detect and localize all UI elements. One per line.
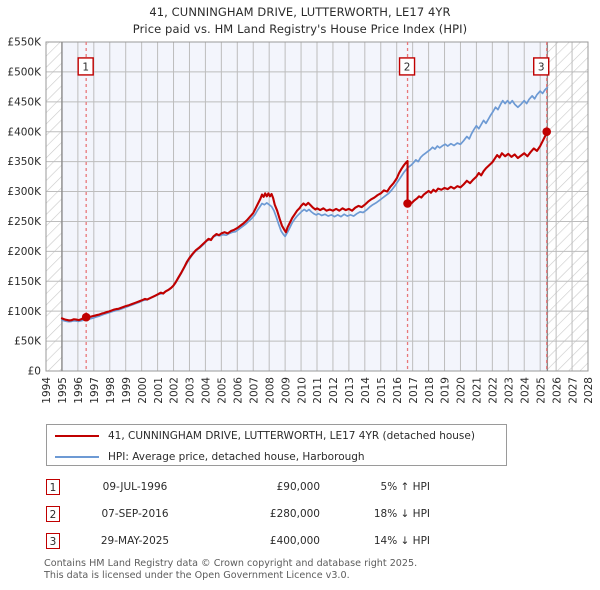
x-tick-label: 2008: [264, 377, 276, 404]
x-tick-label: 2000: [137, 377, 149, 404]
y-tick-label: £350K: [7, 156, 42, 168]
y-tick-label: £300K: [7, 186, 42, 198]
chart-marker-label: 3: [538, 61, 545, 73]
page-subtitle: Price paid vs. HM Land Registry's House …: [132, 22, 468, 36]
y-tick-label: £100K: [7, 306, 42, 318]
x-tick-label: 2023: [503, 377, 515, 404]
transaction-marker-boxes: 1 2 3: [77, 57, 550, 76]
x-tick-label: 2028: [583, 377, 595, 404]
y-tick-label: £0: [28, 366, 41, 378]
x-tick-label: 2020: [456, 377, 468, 404]
x-tick-label: 2018: [424, 377, 436, 404]
price-history-chart: £0 £50K £100K £150K £200K £250K £300K £350K £400…: [7, 37, 595, 404]
x-tick-label: 2007: [248, 377, 260, 404]
page-title: 41, CUNNINGHAM DRIVE, LUTTERWORTH, LE17 …: [149, 5, 451, 19]
footer-attribution: Contains HM Land Registry data © Crown c…: [44, 558, 584, 581]
x-tick-label: 2014: [360, 377, 372, 404]
transaction-date-3: 29-MAY-2025: [100, 534, 170, 547]
table-row: 3 29-MAY-2025 £400,000 14% ↓ HPI: [46, 527, 466, 554]
transaction-hpi-delta-3: 14% ↓ HPI: [373, 534, 430, 547]
x-tick-label: 1998: [105, 377, 117, 404]
transactions-table: 1 09-JUL-1996 £90,000 5% ↑ HPI 2 07-SEP-…: [46, 473, 466, 554]
x-tick-label: 2003: [185, 377, 197, 404]
transaction-date-2: 07-SEP-2016: [101, 507, 169, 520]
x-tick-label: 2017: [408, 377, 420, 404]
y-axis-labels: £0 £50K £100K £150K £200K £250K £300K £350K £400…: [7, 37, 42, 378]
table-row: 1 09-JUL-1996 £90,000 5% ↑ HPI: [46, 473, 466, 500]
chart-titles: 41, CUNNINGHAM DRIVE, LUTTERWORTH, LE17 …: [0, 0, 600, 36]
y-gridlines: [46, 41, 588, 372]
x-tick-label: 2022: [488, 377, 500, 404]
x-tick-label: 2021: [472, 377, 484, 404]
y-tick-label: £450K: [7, 96, 42, 108]
no-data-hatch-left: [46, 42, 62, 371]
x-tick-label: 2026: [551, 377, 563, 404]
plot-data-region: [61, 42, 548, 371]
x-tick-label: 2012: [328, 377, 340, 404]
x-tick-label: 1999: [121, 377, 133, 404]
transaction-price-2: £280,000: [269, 507, 320, 520]
x-tick-label: 1994: [41, 377, 53, 404]
y-tick-label: £50K: [14, 336, 42, 348]
transaction-marker-1: 1: [46, 478, 60, 495]
x-tick-label: 2019: [440, 377, 452, 404]
transaction-marker-3: 3: [46, 532, 60, 549]
x-tick-label: 2016: [392, 377, 404, 404]
y-tick-label: £400K: [7, 126, 42, 138]
x-tick-label: 2005: [217, 377, 229, 404]
transaction-hpi-delta-2: 18% ↓ HPI: [373, 507, 430, 520]
transaction-date-1: 09-JUL-1996: [102, 480, 168, 493]
transaction-price-3: £400,000: [269, 534, 320, 547]
y-tick-label: £500K: [7, 67, 42, 79]
y-tick-label: £550K: [7, 37, 42, 49]
table-row: 2 07-SEP-2016 £280,000 18% ↓ HPI: [46, 500, 466, 527]
x-tick-label: 2004: [201, 377, 213, 404]
x-tick-label: 1995: [57, 377, 69, 404]
x-tick-label: 2006: [232, 377, 244, 404]
x-tick-label: 1997: [89, 377, 101, 404]
no-data-hatch-right: [547, 42, 588, 371]
legend-label-hpi: HPI: Average price, detached house, Harb…: [108, 450, 365, 463]
series-line-property: [60, 130, 549, 322]
transaction-hpi-delta-1: 5% ↑ HPI: [380, 480, 430, 493]
x-tick-label: 2010: [296, 377, 308, 404]
y-tick-label: £200K: [7, 246, 42, 258]
x-tick-label: 2011: [312, 377, 324, 404]
x-tick-label: 2009: [280, 377, 292, 404]
x-axis-labels: 1994 1995 1996 1997 1998 1999 2000 2001 2002 2003…: [41, 377, 595, 404]
chart-marker-label: 2: [404, 61, 411, 73]
legend-swatch-hpi: [55, 455, 99, 458]
x-tick-label: 2002: [169, 377, 181, 404]
legend-label-property: 41, CUNNINGHAM DRIVE, LUTTERWORTH, LE17 …: [108, 429, 475, 442]
legend-item-hpi: HPI: Average price, detached house, Harb…: [47, 446, 506, 467]
chart-marker-label: 1: [82, 61, 89, 73]
transaction-data-points: [81, 127, 552, 322]
footer-line-1: Contains HM Land Registry data © Crown c…: [44, 558, 418, 569]
x-tick-label: 2027: [567, 377, 579, 404]
footer-line-2: This data is licensed under the Open Gov…: [44, 569, 350, 581]
x-tick-label: 1996: [73, 377, 85, 404]
x-tick-label: 2013: [344, 377, 356, 404]
y-tick-label: £150K: [7, 276, 42, 288]
plot-frame: [45, 41, 589, 372]
x-tick-label: 2024: [519, 377, 531, 404]
transaction-marker-2: 2: [46, 505, 60, 522]
y-tick-label: £250K: [7, 216, 42, 228]
x-tick-label: 2001: [153, 377, 165, 404]
chart-legend: 41, CUNNINGHAM DRIVE, LUTTERWORTH, LE17 …: [46, 424, 507, 466]
transaction-price-1: £90,000: [276, 480, 320, 493]
legend-swatch-property: [55, 434, 99, 437]
x-tick-label: 2025: [535, 377, 547, 404]
x-tick-label: 2015: [376, 377, 388, 404]
legend-item-property: 41, CUNNINGHAM DRIVE, LUTTERWORTH, LE17 …: [47, 425, 506, 446]
